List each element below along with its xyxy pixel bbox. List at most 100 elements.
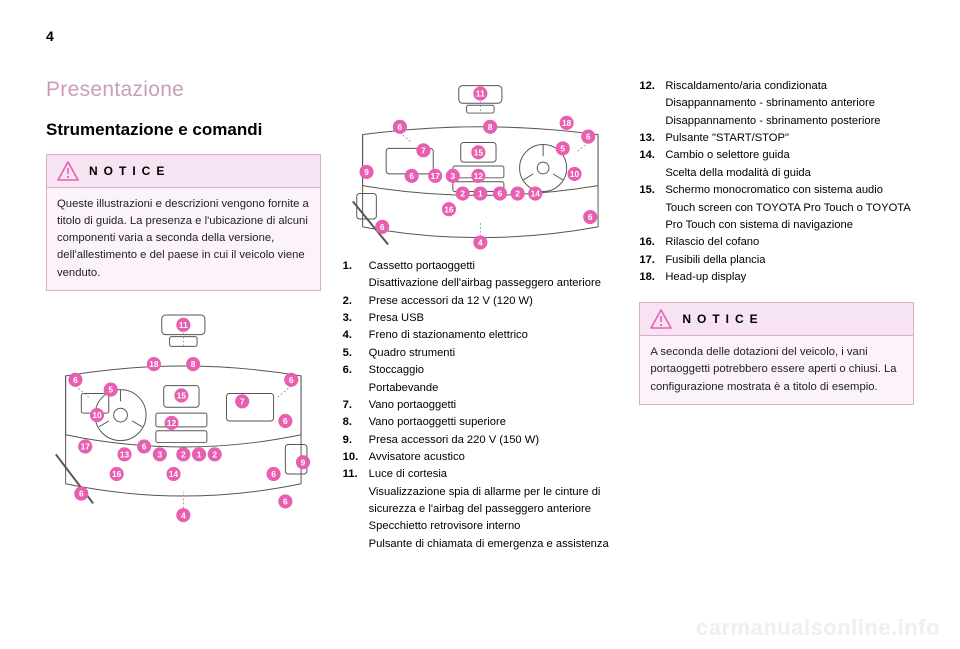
legend-subtext: Disappannamento - sbrinamento anteriore: [639, 95, 914, 112]
legend-subtext: Disattivazione dell'airbag passeggero an…: [343, 275, 618, 292]
legend-item: 5.Quadro strumenti: [343, 345, 618, 362]
callout-label: 17: [81, 441, 91, 451]
callout-label: 8: [487, 122, 492, 132]
legend-number: 11.: [343, 466, 369, 483]
legend-number: 5.: [343, 345, 369, 362]
section-heading: Strumentazione e comandi: [46, 120, 321, 140]
legend-text: Presa USB: [369, 310, 618, 327]
legend-number: 3.: [343, 310, 369, 327]
notice-box-1: NOTICE Queste illustrazioni e descrizion…: [46, 154, 321, 291]
legend-item: 6.Stoccaggio: [343, 362, 618, 379]
legend-number: 18.: [639, 269, 665, 286]
callout-label: 16: [444, 204, 454, 214]
legend-number: 10.: [343, 449, 369, 466]
callout-label: 7: [421, 145, 426, 155]
legend-text: Fusibili della plancia: [665, 252, 914, 269]
callout-label: 18: [149, 359, 159, 369]
legend-number: 13.: [639, 130, 665, 147]
notice-body-1: Queste illustrazioni e descrizioni vengo…: [47, 187, 320, 290]
legend-text: Freno di stazionamento elettrico: [369, 327, 618, 344]
legend-text: Prese accessori da 12 V (120 W): [369, 293, 618, 310]
legend-number: 2.: [343, 293, 369, 310]
column-left: Presentazione Strumentazione e comandi N…: [46, 78, 321, 553]
callout-label: 9: [364, 167, 369, 177]
legend-item: 17.Fusibili della plancia: [639, 252, 914, 269]
legend-text: Cassetto portaoggetti: [369, 258, 618, 275]
column-middle: 1168186715596173122162141016646 1.Casset…: [343, 78, 618, 553]
callout-label: 6: [271, 469, 276, 479]
callout-label: 15: [473, 147, 483, 157]
column-right: 12.Riscaldamento/aria condizionataDisapp…: [639, 78, 914, 553]
callout-label: 3: [157, 449, 162, 459]
callout-label: 6: [142, 441, 147, 451]
legend-text: Presa accessori da 220 V (150 W): [369, 432, 618, 449]
callout-label: 6: [497, 189, 502, 199]
callout-label: 10: [92, 410, 102, 420]
legend-text: Avvisatore acustico: [369, 449, 618, 466]
legend-text: Quadro strumenti: [369, 345, 618, 362]
columns: Presentazione Strumentazione e comandi N…: [46, 78, 914, 553]
callout-label: 1: [197, 449, 202, 459]
watermark: carmanualsonline.info: [696, 615, 940, 641]
callout-label: 2: [212, 449, 217, 459]
callout-label: 12: [167, 418, 177, 428]
callout-label: 4: [478, 238, 483, 248]
callout-label: 6: [79, 488, 84, 498]
callout-label: 4: [181, 510, 186, 520]
callout-label: 6: [283, 416, 288, 426]
callout-label: 6: [397, 122, 402, 132]
legend-item: 9.Presa accessori da 220 V (150 W): [343, 432, 618, 449]
notice-body-2: A seconda delle dotazioni del veicolo, i…: [640, 335, 913, 403]
callout-label: 18: [562, 118, 572, 128]
legend-item: 3.Presa USB: [343, 310, 618, 327]
legend-item: 2.Prese accessori da 12 V (120 W): [343, 293, 618, 310]
legend-text: Luce di cortesia: [369, 466, 618, 483]
legend-text: Head-up display: [665, 269, 914, 286]
legend-subtext: Disappannamento - sbrinamento posteriore: [639, 113, 914, 130]
callout-label: 2: [460, 189, 465, 199]
overview-title: Presentazione: [46, 78, 321, 102]
callout-label: 6: [588, 212, 593, 222]
callout-label: 15: [177, 390, 187, 400]
legend-subtext: Portabevande: [343, 380, 618, 397]
legend-item: 16.Rilascio del cofano: [639, 234, 914, 251]
legend-number: 8.: [343, 414, 369, 431]
legend-item: 7.Vano portaoggetti: [343, 397, 618, 414]
callout-label: 13: [120, 449, 130, 459]
legend-subtext: Specchietto retrovisore interno: [343, 518, 618, 535]
legend-item: 13.Pulsante "START/STOP": [639, 130, 914, 147]
legend-text: Vano portaoggetti superiore: [369, 414, 618, 431]
dashboard-diagram-1: 1118686515107612617133212691614646: [46, 305, 321, 535]
callout-label: 6: [380, 222, 385, 232]
legend-item: 12.Riscaldamento/aria condizionata: [639, 78, 914, 95]
legend-subtext: Scelta della modalità di guida: [639, 165, 914, 182]
legend-item: 4.Freno di stazionamento elettrico: [343, 327, 618, 344]
callout-label: 6: [586, 132, 591, 142]
callout-label: 12: [473, 171, 483, 181]
legend-number: 1.: [343, 258, 369, 275]
notice-head-2: NOTICE: [640, 303, 913, 335]
leader-line: [576, 142, 588, 152]
callout-label: 6: [283, 496, 288, 506]
callout-label: 9: [301, 457, 306, 467]
callout-label: 14: [169, 469, 179, 479]
dashboard-diagram-2: 1168186715596173122162141016646: [343, 78, 618, 258]
legend-text: Cambio o selettore guida: [665, 147, 914, 164]
callout-label: 2: [515, 189, 520, 199]
leader-line: [75, 385, 89, 397]
callout-label: 10: [570, 169, 580, 179]
notice-box-2: NOTICE A seconda delle dotazioni del vei…: [639, 302, 914, 404]
legend-text: Stoccaggio: [369, 362, 618, 379]
legend-text: Riscaldamento/aria condizionata: [665, 78, 914, 95]
legend-number: 14.: [639, 147, 665, 164]
leader-line: [400, 133, 412, 143]
legend-subtext: Visualizzazione spia di allarme per le c…: [343, 484, 618, 519]
legend-subtext: Pulsante di chiamata di emergenza e assi…: [343, 536, 618, 553]
legend-number: 7.: [343, 397, 369, 414]
legend-list-right: 12.Riscaldamento/aria condizionataDisapp…: [639, 78, 914, 286]
legend-list-middle: 1.Cassetto portaoggettiDisattivazione de…: [343, 258, 618, 553]
legend-text: Rilascio del cofano: [665, 234, 914, 251]
callout-label: 5: [108, 385, 113, 395]
legend-item: 8.Vano portaoggetti superiore: [343, 414, 618, 431]
leader-line: [278, 385, 292, 397]
